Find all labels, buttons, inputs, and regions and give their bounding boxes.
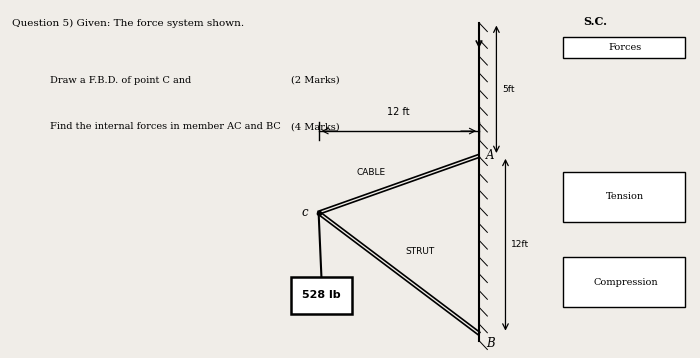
- Text: Tension: Tension: [606, 192, 645, 201]
- Text: Compression: Compression: [593, 277, 658, 286]
- Text: (2 Marks): (2 Marks): [290, 76, 340, 85]
- Text: Forces: Forces: [609, 43, 642, 52]
- Text: 12 ft: 12 ft: [388, 107, 410, 117]
- Bar: [290, 277, 352, 314]
- Text: Find the internal forces in member AC and BC: Find the internal forces in member AC an…: [50, 122, 281, 131]
- Text: A: A: [486, 149, 494, 162]
- Text: 12ft: 12ft: [511, 240, 529, 249]
- Text: CABLE: CABLE: [356, 168, 386, 177]
- Bar: [563, 257, 685, 307]
- Text: (4 Marks): (4 Marks): [290, 122, 340, 131]
- Bar: [563, 37, 685, 58]
- Text: Draw a F.B.D. of point C and: Draw a F.B.D. of point C and: [50, 76, 191, 85]
- Bar: [563, 172, 685, 222]
- Text: STRUT: STRUT: [406, 247, 435, 256]
- Text: Question 5) Given: The force system shown.: Question 5) Given: The force system show…: [12, 19, 244, 28]
- Text: B: B: [486, 337, 495, 350]
- Text: S.C.: S.C.: [584, 16, 608, 26]
- Text: 528 lb: 528 lb: [302, 290, 341, 300]
- Text: c: c: [302, 206, 308, 219]
- Text: 5ft: 5ft: [502, 85, 514, 94]
